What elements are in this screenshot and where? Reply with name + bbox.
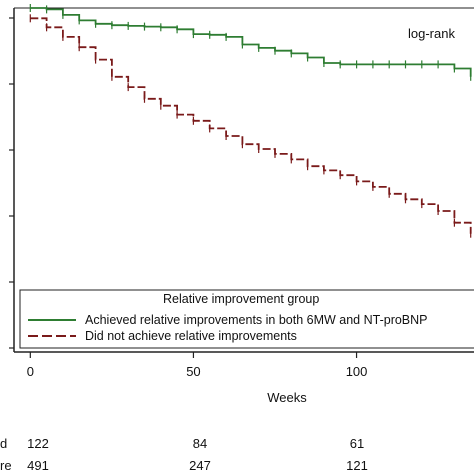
x-tick-label: 100 — [346, 364, 368, 379]
legend-entry-achieved: Achieved relative improvements in both 6… — [85, 313, 428, 327]
risk-row-label: re — [0, 458, 12, 473]
series-line-not-achieved — [30, 17, 472, 234]
series-line-achieved — [30, 7, 472, 77]
risk-row-label: d — [0, 436, 7, 451]
legend-entry-not-achieved: Did not achieve relative improvements — [85, 329, 297, 343]
risk-cell: 84 — [193, 436, 207, 451]
legend-title: Relative improvement group — [163, 292, 319, 306]
risk-cell: 121 — [346, 458, 368, 473]
risk-cell: 122 — [27, 436, 49, 451]
x-tick-label: 0 — [27, 364, 34, 379]
risk-cell: 491 — [27, 458, 49, 473]
x-tick-label: 50 — [186, 364, 200, 379]
logrank-annotation: log-rank — [408, 26, 455, 41]
risk-cell: 247 — [189, 458, 211, 473]
y-ticks — [9, 17, 14, 349]
risk-cell: 61 — [350, 436, 364, 451]
series-layer — [29, 4, 472, 238]
legend-box — [19, 289, 474, 349]
risk-table: d re 122 84 61 491 247 121 — [0, 436, 368, 473]
x-ticks: 0 50 100 — [27, 352, 368, 379]
x-axis-title: Weeks — [267, 390, 307, 405]
